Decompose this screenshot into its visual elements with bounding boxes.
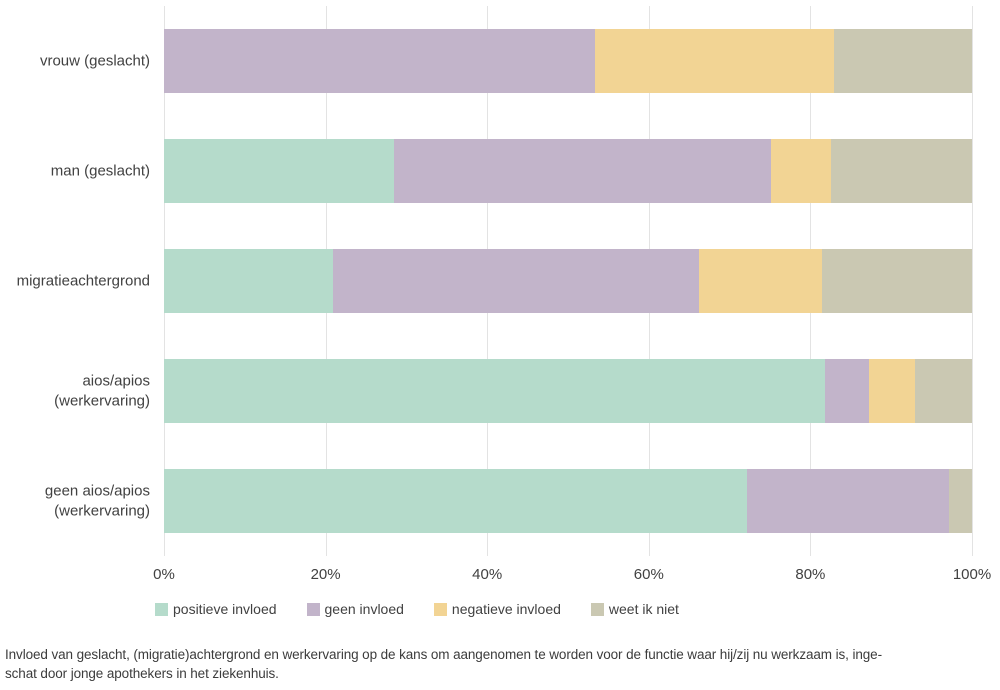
bar-segment-weet-ik-niet xyxy=(948,469,972,533)
bar-row-geen-aios-apios-werkervaring xyxy=(164,469,972,533)
legend-swatch-icon xyxy=(433,602,447,616)
bar-segment-geen-invloed xyxy=(394,139,771,203)
bar-segment-negatieve-invloed xyxy=(594,29,834,93)
gridline-100% xyxy=(972,6,973,556)
legend-swatch-icon xyxy=(155,602,168,616)
plot-area xyxy=(164,6,973,556)
x-tick-label-60%: 60% xyxy=(633,566,664,583)
x-tick-label-0%: 0% xyxy=(153,566,175,583)
caption-line-1: Invloed van geslacht, (migratie)achtergr… xyxy=(5,647,882,662)
legend-label: positieve invloed xyxy=(173,601,277,617)
bar-segment-geen-invloed xyxy=(332,249,699,313)
category-label-man-geslacht: man (geslacht) xyxy=(50,162,150,180)
caption: Invloed van geslacht, (migratie)achtergr… xyxy=(5,645,995,683)
legend-label: geen invloed xyxy=(324,601,404,617)
x-tick-label-80%: 80% xyxy=(795,566,826,583)
bar-row-man-geslacht xyxy=(164,139,972,203)
legend-swatch-icon xyxy=(590,602,604,616)
bar-segment-negatieve-invloed xyxy=(698,249,823,313)
x-tick-label-20%: 20% xyxy=(310,566,341,583)
bar-segment-negatieve-invloed xyxy=(770,139,831,203)
bar-segment-positieve-invloed xyxy=(164,249,333,313)
category-label-vrouw-geslacht: vrouw (geslacht) xyxy=(39,52,150,70)
legend-swatch-icon xyxy=(306,602,320,616)
legend-item-negatieve-invloed: negatieve invloed xyxy=(433,601,561,617)
bar-row-migratieachtergrond xyxy=(164,249,972,313)
x-tick-label-40%: 40% xyxy=(472,566,503,583)
bar-segment-geen-invloed xyxy=(746,469,949,533)
category-label-geen-aios-apios-werkervaring: geen aios/apios (werkervaring) xyxy=(44,482,150,520)
bar-segment-weet-ik-niet xyxy=(830,139,972,203)
bar-segment-negatieve-invloed xyxy=(868,359,915,423)
legend-item-weet-ik-niet: weet ik niet xyxy=(590,601,679,617)
legend-item-positieve-invloed: positieve invloed xyxy=(155,601,277,617)
bar-segment-weet-ik-niet xyxy=(914,359,972,423)
bar-segment-geen-invloed xyxy=(824,359,869,423)
bar-row-aios-apios-werkervaring xyxy=(164,359,972,423)
bar-row-vrouw-geslacht xyxy=(164,29,972,93)
bar-segment-positieve-invloed xyxy=(164,359,825,423)
category-label-migratieachtergrond: migratieachtergrond xyxy=(16,272,150,290)
x-tick-label-100%: 100% xyxy=(952,566,992,583)
legend-item-geen-invloed: geen invloed xyxy=(306,601,404,617)
category-label-aios-apios-werkervaring: aios/apios (werkervaring) xyxy=(54,372,150,410)
caption-line-2: schat door jonge apothekers in het zieke… xyxy=(5,666,279,682)
bar-segment-weet-ik-niet xyxy=(822,249,972,313)
bar-segment-geen-invloed xyxy=(164,29,595,93)
legend: positieve invloed geen invloed negatieve i… xyxy=(155,601,679,617)
legend-label: weet ik niet xyxy=(608,601,679,617)
bar-segment-weet-ik-niet xyxy=(833,29,972,93)
bar-segment-positieve-invloed xyxy=(164,139,395,203)
bar-segment-positieve-invloed xyxy=(164,469,747,533)
legend-label: negatieve invloed xyxy=(451,601,561,617)
